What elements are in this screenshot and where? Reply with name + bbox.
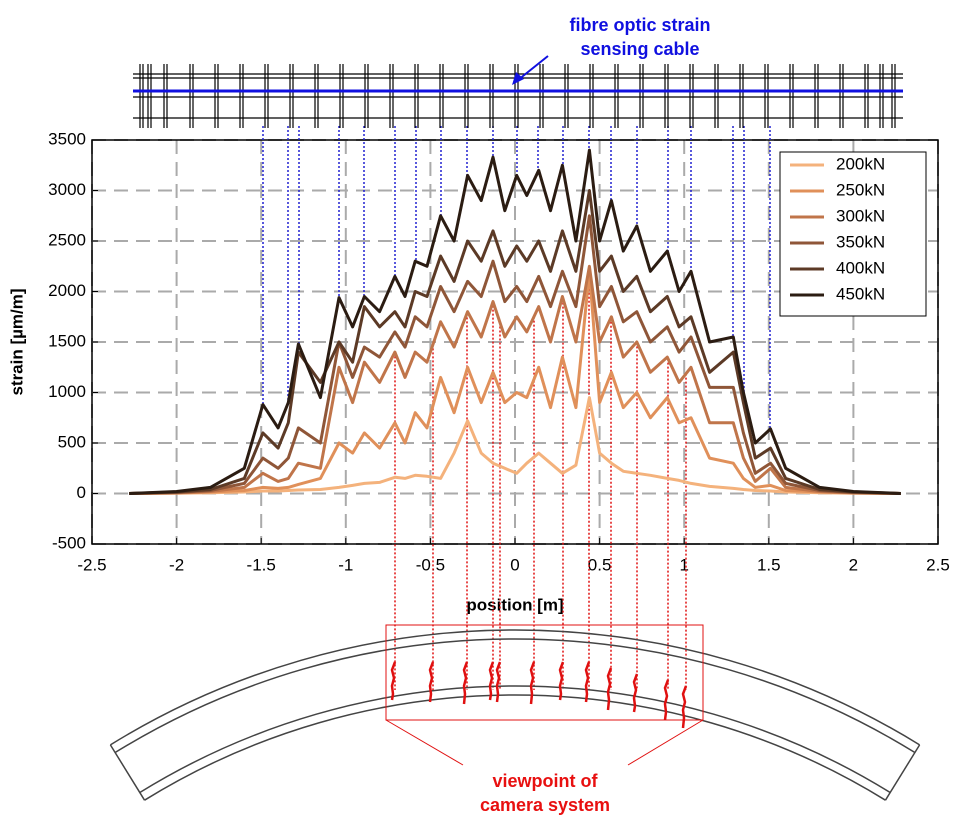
y-tick-label: -500 [52,533,86,552]
y-tick-label: 1500 [48,331,86,350]
legend-label: 200kN [836,154,885,173]
plot-frame [91,139,939,545]
series-line [129,396,901,495]
x-tick-label: 2 [849,555,858,574]
crack [558,661,565,701]
legend-label: 250kN [836,180,885,199]
crack [495,661,502,703]
series-line [129,148,901,495]
series-line [129,269,901,495]
x-axis-label: position [m] [466,595,563,614]
annotation: viewpoint of [493,771,599,791]
series-line [129,264,901,495]
beam-end [109,744,146,801]
x-tick-label: 2.5 [926,555,950,574]
legend-label: 350kN [836,232,885,251]
y-tick-label: 1000 [48,382,86,401]
y-tick-label: 3000 [48,180,86,199]
y-tick-label: 3500 [48,129,86,148]
crack [390,661,397,701]
camera-ray [627,719,704,766]
arrow-shaft [517,55,549,81]
crack [488,661,495,701]
series-line [129,189,901,495]
beam-edge [139,685,891,794]
beam-edge [144,694,886,801]
beam-edge [114,638,916,754]
annotation: sensing cable [580,39,699,59]
x-tick-label: 0.5 [588,555,612,574]
y-tick-label: 2000 [48,281,86,300]
camera-view [385,624,704,721]
x-tick-label: -2 [169,555,184,574]
crack [428,661,435,703]
beam-end [884,744,921,801]
x-tick-label: 0 [510,555,519,574]
annotation: fibre optic strain [569,15,710,35]
y-tick-label: 500 [58,432,86,451]
x-tick-label: -1.5 [247,555,276,574]
annotation: camera system [480,795,610,815]
x-tick-label: 1 [679,555,688,574]
x-tick-label: -2.5 [77,555,106,574]
crack [606,667,613,711]
camera-ray [385,719,464,766]
y-axis-label: strain [µm/m] [7,288,26,395]
beam-edge [109,629,921,746]
series-line [129,214,901,495]
x-tick-label: -0.5 [416,555,445,574]
crack [681,685,688,729]
crack [529,661,536,705]
legend-box [779,151,927,317]
x-tick-label: -1 [338,555,353,574]
crack [663,679,670,721]
crack [584,661,591,703]
legend-label: 300kN [836,206,885,225]
crack [462,661,469,705]
x-tick-label: 1.5 [757,555,781,574]
legend-label: 400kN [836,258,885,277]
y-tick-label: 0 [77,483,86,502]
legend-label: 450kN [836,284,885,303]
arrow-head [512,72,524,85]
y-tick-label: 2500 [48,230,86,249]
crack [632,673,639,713]
